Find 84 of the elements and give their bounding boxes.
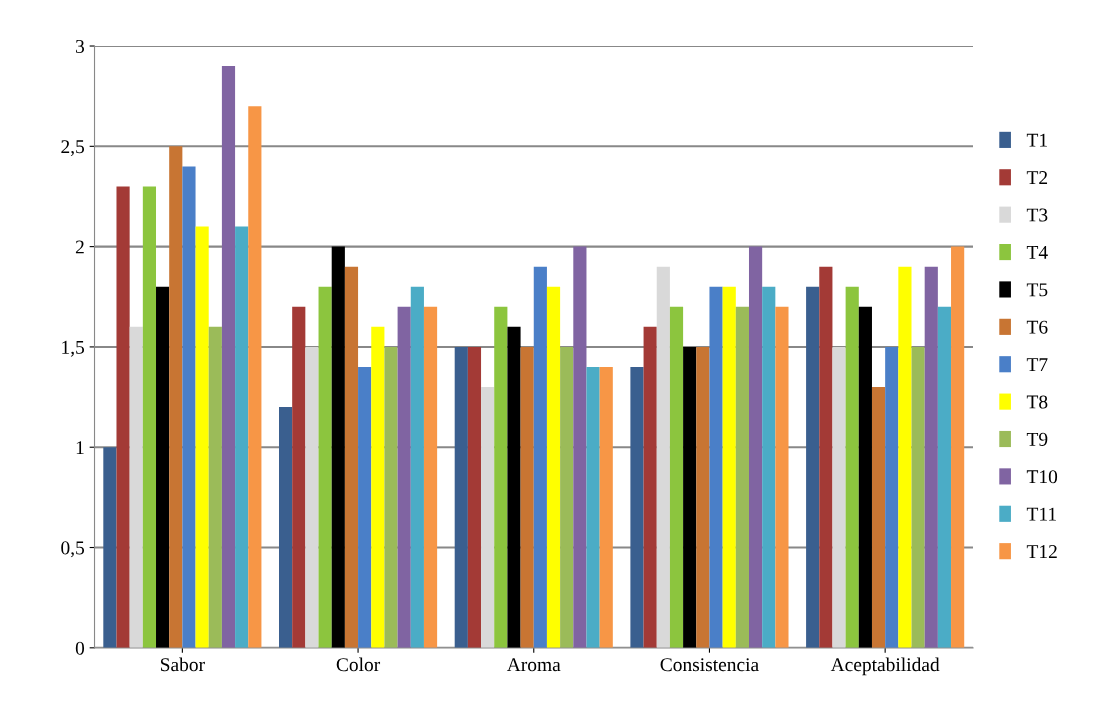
legend-label: T9 (1026, 432, 1048, 446)
bar (221, 66, 236, 648)
bar (546, 286, 561, 648)
y-tick-label: 3 (76, 39, 85, 53)
bar (533, 266, 547, 648)
bar (331, 246, 345, 648)
legend-label: T10 (1026, 470, 1058, 484)
bar (397, 306, 411, 648)
bar (318, 286, 332, 648)
y-tick-label: 0,5 (61, 541, 85, 558)
legend-label: T6 (1026, 320, 1048, 334)
bar (248, 106, 262, 648)
bar (116, 186, 130, 648)
bar (156, 286, 170, 648)
bar (292, 306, 306, 648)
x-tick-label: Color (336, 657, 381, 672)
bar (871, 387, 886, 648)
legend-label: T4 (1026, 245, 1048, 259)
bar (371, 326, 385, 648)
x-tick-label: Aroma (506, 658, 561, 672)
bar (279, 407, 293, 648)
bar (806, 286, 820, 648)
bar (410, 286, 424, 648)
x-tick-label: Consistencia (660, 658, 759, 672)
bar (898, 266, 912, 648)
y-tick-label: 0 (75, 641, 85, 655)
y-tick-label: 1,5 (62, 340, 85, 357)
legend-label: T1 (1026, 133, 1047, 147)
y-tick-label: 2 (75, 240, 84, 254)
bar (142, 186, 157, 648)
bar (423, 306, 438, 648)
bar (305, 346, 319, 648)
bar (885, 346, 899, 648)
bar (924, 266, 938, 648)
bar (630, 366, 644, 648)
bar (748, 246, 763, 648)
legend-label: T5 (1026, 283, 1048, 297)
bar (573, 246, 587, 648)
bar (235, 226, 249, 648)
bar (735, 306, 749, 648)
legend-label: T3 (1026, 208, 1048, 222)
x-tick-label: Aceptabilidad (830, 657, 940, 676)
bar (169, 146, 183, 648)
y-tick-label: 1 (76, 441, 84, 454)
bar (911, 346, 925, 648)
bar (454, 346, 468, 648)
bar (643, 326, 657, 648)
bar (129, 326, 143, 648)
bar (182, 166, 196, 648)
bar (208, 326, 222, 648)
bar (507, 326, 521, 648)
legend-label: T11 (1026, 507, 1056, 521)
bar (358, 366, 372, 648)
bar (560, 346, 574, 648)
legend-label: T12 (1026, 545, 1057, 558)
bar (845, 286, 859, 648)
bar (467, 346, 482, 648)
bar (819, 266, 833, 648)
bar (103, 447, 117, 648)
bar (722, 286, 736, 648)
bar (384, 346, 398, 648)
bar (937, 306, 952, 648)
legend-label: T8 (1026, 395, 1048, 409)
bar (775, 306, 789, 648)
bar (656, 266, 670, 648)
legend-label: T2 (1026, 171, 1048, 184)
bar (762, 286, 776, 648)
bar (709, 286, 723, 648)
y-tick-label: 2,5 (61, 140, 85, 157)
legend-label: T7 (1026, 358, 1048, 371)
bar (195, 226, 209, 648)
bar (683, 346, 697, 648)
bar (586, 366, 600, 648)
bar (494, 306, 508, 648)
bar (832, 346, 846, 648)
bar (696, 346, 710, 648)
bar (481, 387, 495, 648)
bar (858, 306, 872, 648)
bar (599, 366, 613, 648)
bar (669, 306, 684, 648)
bar (520, 346, 534, 648)
bar (344, 266, 359, 648)
x-tick-label: Sabor (160, 657, 205, 672)
bar (951, 246, 965, 648)
